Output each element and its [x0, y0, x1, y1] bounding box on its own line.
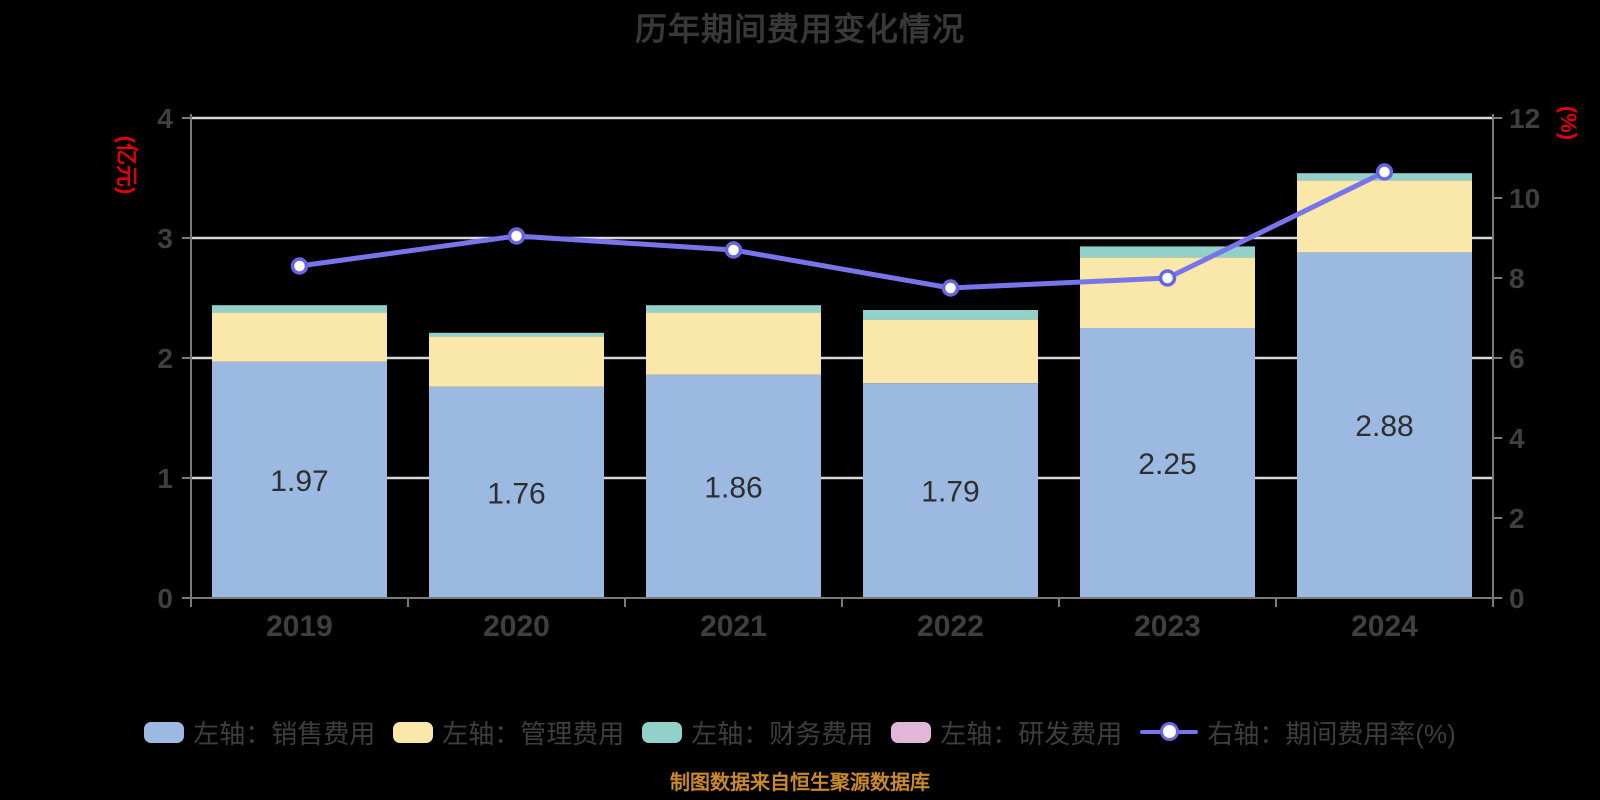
right-axis-tick: 8	[1509, 263, 1525, 294]
legend-line-marker-icon	[1140, 720, 1199, 744]
bar-segment	[429, 386, 604, 598]
bar-group-2022	[863, 310, 1038, 598]
legend-label-expense-ratio: 右轴：期间费用率(%)	[1207, 718, 1456, 749]
x-axis-label: 2021	[700, 610, 767, 643]
bar-segment	[1080, 328, 1255, 598]
right-axis-tick: 0	[1509, 583, 1525, 614]
x-axis-label: 2020	[483, 610, 550, 643]
bar-segment	[212, 312, 387, 362]
bar-segment	[212, 361, 387, 598]
legend-label-admin: 左轴：管理费用	[442, 718, 625, 749]
expense-ratio-line	[297, 169, 1387, 291]
left-axis-tick: 1	[157, 463, 173, 494]
bar-value-label: 1.76	[487, 477, 545, 510]
legend-item-rd-expense[interactable]: 左轴：研发费用	[891, 714, 1122, 751]
bar-group-2024	[1297, 173, 1472, 598]
bars	[212, 173, 1472, 598]
legend-item-admin-expense[interactable]: 左轴：管理费用	[393, 714, 624, 751]
line-marker-2020	[507, 227, 526, 245]
x-axis-label: 2024	[1351, 610, 1418, 643]
bar-value-label: 1.97	[270, 465, 328, 498]
axes	[182, 114, 1502, 607]
legend-item-sales-expense[interactable]: 左轴：销售费用	[144, 714, 375, 751]
bar-segment	[863, 319, 1038, 384]
line-marker-2023	[1158, 269, 1177, 287]
legend: 左轴：销售费用 左轴：管理费用 左轴：财务费用 左轴：研发费用 右轴：期间费用率…	[0, 710, 1600, 754]
bar-segment	[863, 383, 1038, 598]
line-marker-2022	[941, 279, 960, 297]
legend-swatch-admin	[393, 721, 434, 743]
bar-value-label: 2.88	[1355, 410, 1413, 443]
gridlines	[191, 116, 1493, 480]
chart-title: 历年期间费用变化情况	[634, 11, 965, 47]
bar-segment	[1080, 257, 1255, 328]
legend-label-finance: 左轴：财务费用	[691, 718, 874, 749]
bar-segment	[646, 374, 821, 598]
bar-group-2023	[1080, 246, 1255, 598]
data-source-note: 制图数据来自恒生聚源数据库	[670, 772, 930, 794]
bar-segment	[212, 305, 387, 313]
bar-segment	[429, 336, 604, 387]
right-axis-tick: 4	[1509, 423, 1525, 454]
legend-label-sales: 左轴：销售费用	[193, 718, 376, 749]
bar-group-2021	[646, 305, 821, 598]
x-axis-label: 2019	[266, 610, 333, 643]
x-axis-label: 2022	[917, 610, 984, 643]
bar-segment	[1297, 180, 1472, 253]
line-marker-2021	[724, 241, 743, 259]
left-axis-tick: 0	[157, 583, 173, 614]
bar-segment	[646, 312, 821, 375]
legend-swatch-sales	[144, 721, 185, 743]
x-axis-label: 2023	[1134, 610, 1201, 643]
bar-value-label: 1.79	[921, 476, 979, 509]
legend-item-expense-ratio[interactable]: 右轴：期间费用率(%)	[1140, 714, 1456, 751]
right-axis-tick: 6	[1509, 343, 1525, 374]
left-axis-tick: 2	[157, 343, 173, 374]
right-axis-tick: 10	[1509, 183, 1540, 214]
bar-group-2019	[212, 305, 387, 598]
right-axis-tick: 12	[1509, 103, 1540, 134]
legend-swatch-finance	[642, 721, 683, 743]
bar-segment	[1080, 246, 1255, 258]
left-axis-tick: 4	[157, 103, 173, 134]
left-axis-tick: 3	[157, 223, 173, 254]
right-axis-tick: 2	[1509, 503, 1525, 534]
legend-swatch-rd	[891, 721, 932, 743]
bar-segment	[1297, 252, 1472, 598]
bar-value-labels: 1.97 1.76 1.86 1.79 2.25 2.88	[270, 410, 1413, 510]
bar-segment	[863, 310, 1038, 320]
bar-group-2020	[429, 332, 604, 598]
bar-value-label: 1.86	[704, 471, 762, 504]
bar-value-label: 2.25	[1138, 448, 1196, 481]
bar-segment	[429, 332, 604, 337]
bar-segment	[646, 305, 821, 313]
legend-label-rd: 左轴：研发费用	[940, 718, 1123, 749]
line-marker-2019	[290, 257, 309, 275]
legend-circle-icon	[1160, 722, 1180, 741]
legend-item-finance-expense[interactable]: 左轴：财务费用	[642, 714, 873, 751]
line-marker-2024	[1375, 163, 1394, 181]
